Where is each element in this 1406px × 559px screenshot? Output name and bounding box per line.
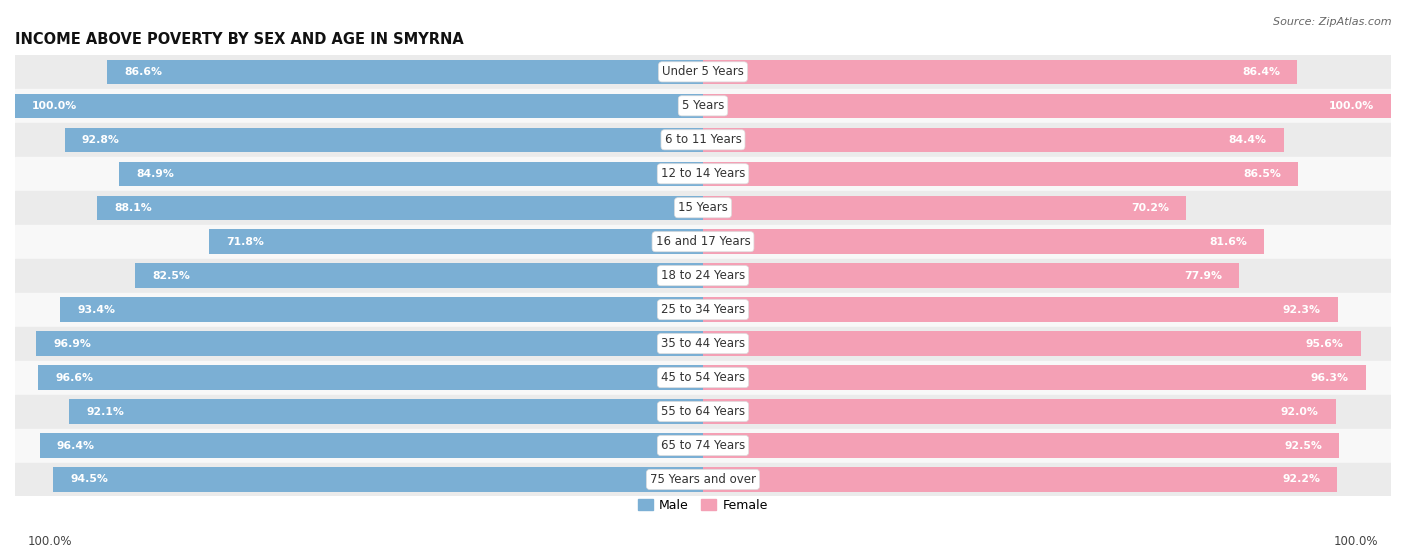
Bar <box>703 196 1187 220</box>
Text: 15 Years: 15 Years <box>678 201 728 214</box>
Bar <box>703 366 1365 390</box>
Text: 84.9%: 84.9% <box>136 169 174 179</box>
Text: 86.5%: 86.5% <box>1243 169 1281 179</box>
Text: 94.5%: 94.5% <box>70 475 108 485</box>
Bar <box>69 399 703 424</box>
Bar <box>15 293 1391 326</box>
Bar <box>135 263 703 288</box>
Bar <box>15 225 1391 259</box>
Text: 16 and 17 Years: 16 and 17 Years <box>655 235 751 248</box>
Text: 65 to 74 Years: 65 to 74 Years <box>661 439 745 452</box>
Bar <box>703 433 1340 458</box>
Bar <box>38 366 703 390</box>
Text: 92.8%: 92.8% <box>82 135 120 145</box>
Text: 100.0%: 100.0% <box>1333 535 1378 548</box>
Text: 96.6%: 96.6% <box>56 373 94 382</box>
Bar <box>15 123 1391 157</box>
Text: 35 to 44 Years: 35 to 44 Years <box>661 337 745 350</box>
Bar <box>15 157 1391 191</box>
Text: 95.6%: 95.6% <box>1306 339 1344 349</box>
Text: 88.1%: 88.1% <box>114 203 152 213</box>
Text: 6 to 11 Years: 6 to 11 Years <box>665 133 741 146</box>
Text: 92.2%: 92.2% <box>1282 475 1320 485</box>
Text: 77.9%: 77.9% <box>1184 271 1222 281</box>
Bar <box>15 395 1391 429</box>
Bar <box>107 60 703 84</box>
Bar <box>15 361 1391 395</box>
Text: 92.1%: 92.1% <box>87 406 124 416</box>
Bar <box>65 127 703 152</box>
Bar <box>703 60 1298 84</box>
Bar <box>15 191 1391 225</box>
Bar <box>703 467 1337 492</box>
Text: 96.4%: 96.4% <box>58 440 96 451</box>
Bar <box>97 196 703 220</box>
Text: 70.2%: 70.2% <box>1130 203 1168 213</box>
Text: 96.9%: 96.9% <box>53 339 91 349</box>
Bar <box>703 263 1239 288</box>
Bar <box>703 331 1361 356</box>
Text: 84.4%: 84.4% <box>1229 135 1267 145</box>
Text: 86.6%: 86.6% <box>124 67 162 77</box>
Text: 100.0%: 100.0% <box>1329 101 1374 111</box>
Bar <box>15 326 1391 361</box>
Text: Under 5 Years: Under 5 Years <box>662 65 744 78</box>
Bar <box>15 462 1391 496</box>
Bar <box>15 93 703 118</box>
Bar <box>37 331 703 356</box>
Bar <box>703 230 1264 254</box>
Text: 82.5%: 82.5% <box>153 271 190 281</box>
Text: 25 to 34 Years: 25 to 34 Years <box>661 303 745 316</box>
Bar <box>703 297 1339 322</box>
Bar <box>120 162 703 186</box>
Text: 71.8%: 71.8% <box>226 236 264 247</box>
Text: INCOME ABOVE POVERTY BY SEX AND AGE IN SMYRNA: INCOME ABOVE POVERTY BY SEX AND AGE IN S… <box>15 32 464 47</box>
Bar <box>53 467 703 492</box>
Text: 100.0%: 100.0% <box>32 101 77 111</box>
Bar <box>60 297 703 322</box>
Bar <box>703 162 1298 186</box>
Bar <box>15 89 1391 123</box>
Text: 5 Years: 5 Years <box>682 100 724 112</box>
Text: 81.6%: 81.6% <box>1209 236 1247 247</box>
Bar <box>209 230 703 254</box>
Legend: Male, Female: Male, Female <box>633 494 773 517</box>
Text: 92.3%: 92.3% <box>1282 305 1320 315</box>
Text: 96.3%: 96.3% <box>1310 373 1348 382</box>
Text: 45 to 54 Years: 45 to 54 Years <box>661 371 745 384</box>
Bar <box>703 399 1336 424</box>
Text: 100.0%: 100.0% <box>28 535 73 548</box>
Text: 55 to 64 Years: 55 to 64 Years <box>661 405 745 418</box>
Text: Source: ZipAtlas.com: Source: ZipAtlas.com <box>1274 17 1392 27</box>
Bar <box>15 429 1391 462</box>
Text: 86.4%: 86.4% <box>1243 67 1281 77</box>
Text: 75 Years and over: 75 Years and over <box>650 473 756 486</box>
Text: 18 to 24 Years: 18 to 24 Years <box>661 269 745 282</box>
Text: 92.5%: 92.5% <box>1284 440 1322 451</box>
Text: 12 to 14 Years: 12 to 14 Years <box>661 167 745 180</box>
Bar <box>39 433 703 458</box>
Bar <box>703 93 1391 118</box>
Bar <box>15 259 1391 293</box>
Text: 92.0%: 92.0% <box>1281 406 1319 416</box>
Text: 93.4%: 93.4% <box>77 305 115 315</box>
Bar <box>703 127 1284 152</box>
Bar <box>15 55 1391 89</box>
